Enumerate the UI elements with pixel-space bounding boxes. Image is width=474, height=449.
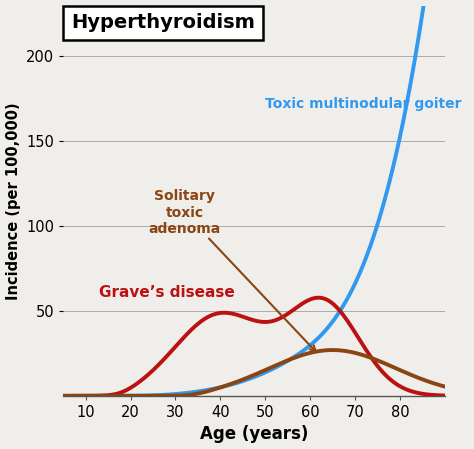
Text: Grave’s disease: Grave’s disease <box>99 285 235 300</box>
Text: Hyperthyroidism: Hyperthyroidism <box>71 13 255 32</box>
Y-axis label: Incidence (per 100,000): Incidence (per 100,000) <box>6 102 20 299</box>
Text: Toxic multinodular goiter: Toxic multinodular goiter <box>265 97 462 111</box>
Text: Solitary
toxic
adenoma: Solitary toxic adenoma <box>148 189 316 352</box>
X-axis label: Age (years): Age (years) <box>200 426 308 444</box>
